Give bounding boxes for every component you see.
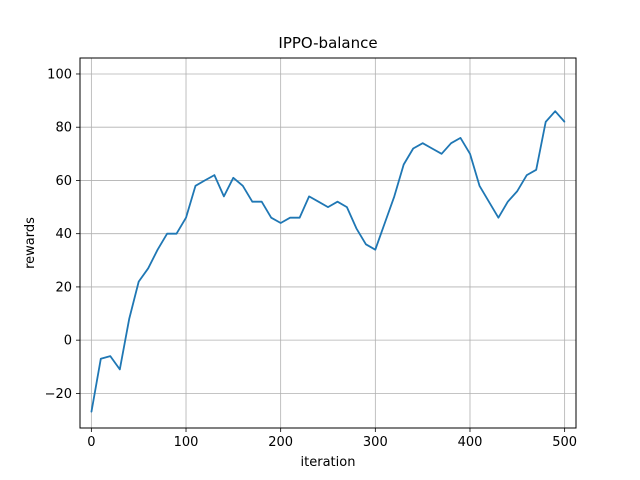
- data-point: [450, 142, 452, 144]
- data-point: [526, 174, 528, 176]
- data-point: [185, 217, 187, 219]
- data-point: [488, 201, 490, 203]
- plot-frame: [79, 57, 577, 429]
- chart-title: IPPO-balance: [278, 34, 377, 52]
- data-point: [516, 190, 518, 192]
- x-axis-ticks: 0 100 200 300 400 500: [87, 428, 577, 450]
- y-tick-label: 100: [47, 67, 72, 82]
- data-point: [440, 153, 443, 155]
- data-point: [545, 121, 547, 123]
- data-point: [109, 355, 111, 357]
- data-point: [459, 137, 462, 139]
- data-point: [535, 169, 537, 171]
- data-point: [128, 318, 130, 320]
- grid-lines: [80, 58, 576, 428]
- data-point: [204, 179, 206, 182]
- data-point: [469, 153, 471, 155]
- data-point: [403, 163, 405, 166]
- data-point: [90, 411, 92, 413]
- data-point: [365, 243, 367, 245]
- data-point: [138, 280, 140, 283]
- data-point: [507, 201, 509, 203]
- x-tick-label: 400: [458, 435, 483, 450]
- data-point: [289, 217, 291, 219]
- data-point: [251, 201, 253, 203]
- data-point: [280, 222, 282, 224]
- data-point: [317, 201, 320, 203]
- data-point: [223, 195, 225, 198]
- y-axis-label: rewards: [23, 217, 38, 269]
- y-tick-label: 80: [55, 121, 72, 136]
- data-point: [270, 217, 272, 219]
- data-point: [119, 368, 121, 371]
- y-axis-ticks: −20 0 20 40 60 80 100: [45, 67, 80, 402]
- x-tick-label: 500: [552, 435, 577, 450]
- data-point: [232, 177, 234, 179]
- data-point: [554, 110, 556, 112]
- data-point: [497, 217, 499, 219]
- x-axis-label: iteration: [301, 455, 356, 470]
- data-point: [478, 185, 481, 187]
- data-point: [242, 185, 244, 187]
- data-point: [346, 206, 348, 208]
- data-point: [261, 201, 263, 203]
- x-tick-label: 0: [87, 435, 95, 450]
- data-point: [299, 217, 301, 219]
- data-point: [422, 142, 424, 144]
- y-tick-label: 20: [55, 280, 72, 295]
- x-tick-label: 300: [363, 435, 388, 450]
- data-point: [175, 233, 178, 235]
- data-point: [412, 147, 414, 150]
- y-tick-label: 60: [55, 174, 72, 189]
- data-point: [431, 147, 433, 150]
- data-point: [374, 249, 376, 251]
- data-point: [166, 233, 168, 235]
- data-point: [157, 249, 159, 251]
- x-tick-label: 100: [174, 435, 199, 450]
- data-point: [213, 174, 216, 176]
- data-point: [336, 201, 339, 203]
- data-point: [100, 358, 102, 360]
- y-tick-label: −20: [45, 387, 72, 402]
- data-point: [384, 222, 386, 224]
- data-point: [147, 267, 149, 269]
- data-point: [194, 185, 197, 187]
- data-point: [308, 195, 310, 198]
- y-tick-label: 40: [55, 227, 72, 242]
- x-tick-label: 200: [268, 435, 293, 450]
- y-tick-label: 0: [64, 334, 72, 349]
- data-point: [327, 206, 329, 208]
- data-series: [90, 110, 566, 413]
- data-point: [564, 121, 566, 123]
- data-point: [355, 227, 357, 229]
- data-point: [393, 195, 395, 198]
